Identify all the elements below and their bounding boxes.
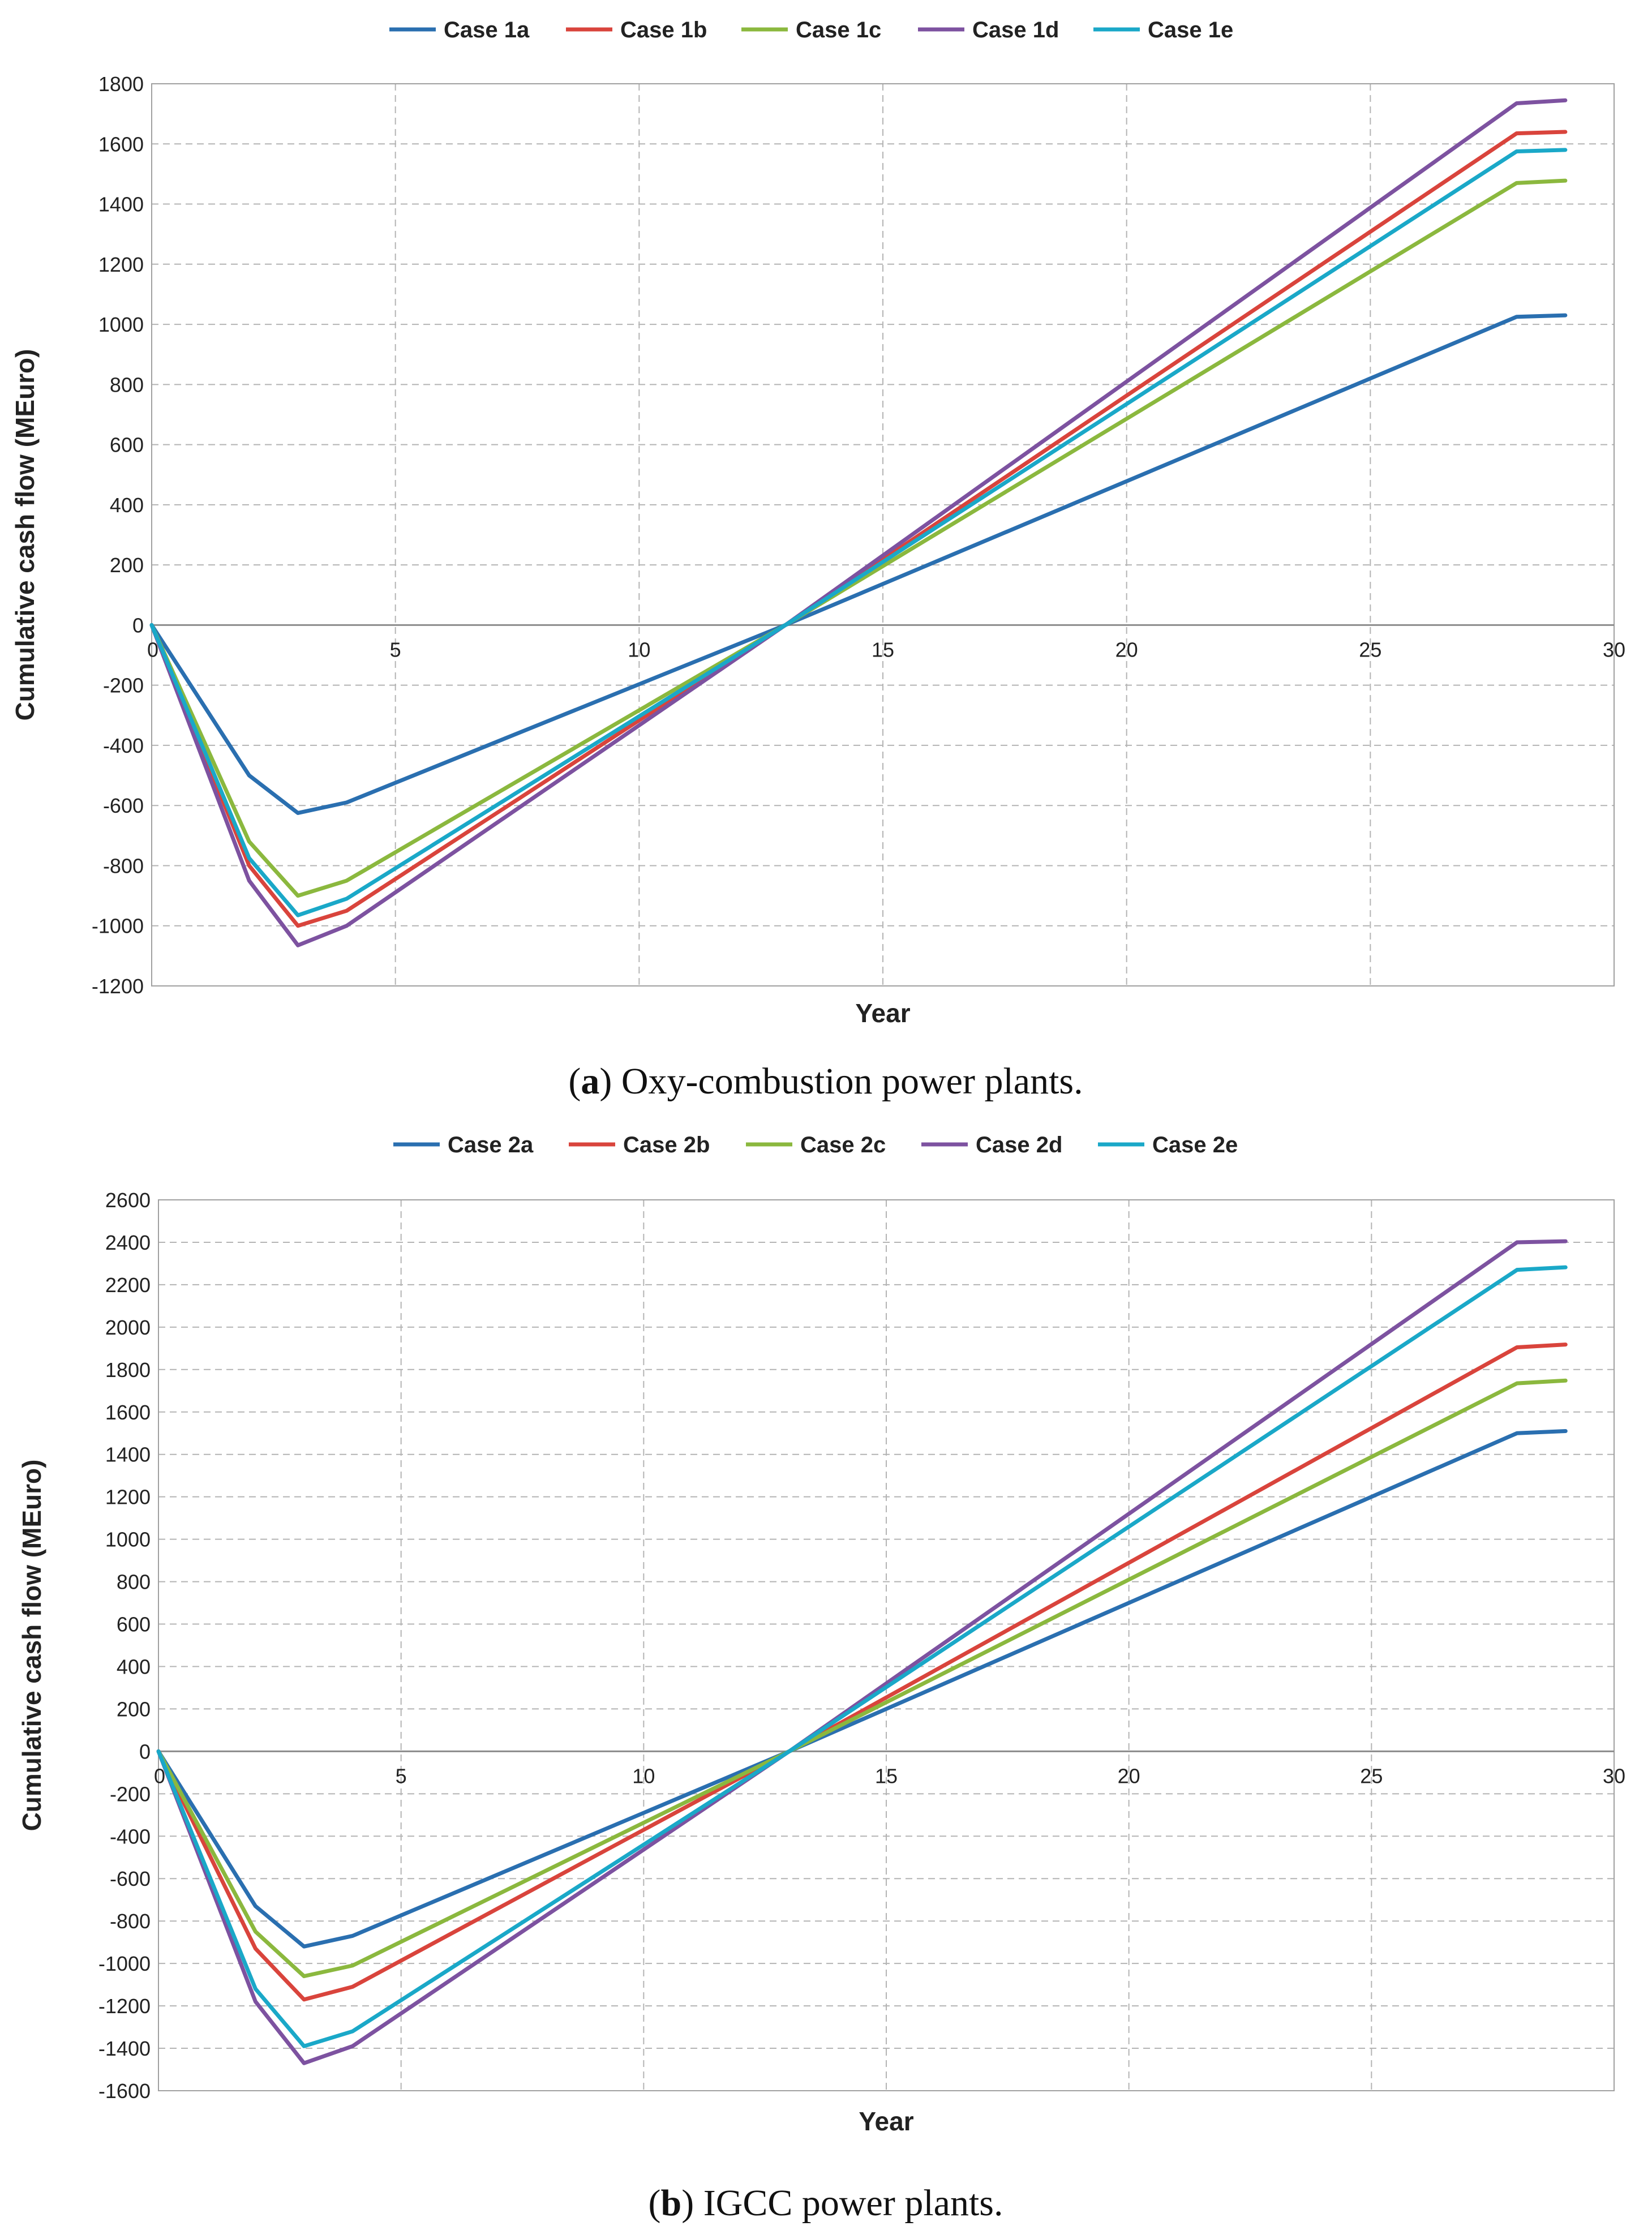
plot-frame <box>151 83 1615 986</box>
y-tick-label: 1200 <box>105 1486 151 1509</box>
panel-caption: (a) Oxy-combustion power plants. <box>568 1061 1083 1102</box>
y-tick-label: 400 <box>110 494 144 517</box>
y-tick-label: -200 <box>110 1782 151 1805</box>
y-tick-label: -1000 <box>92 915 144 938</box>
y-tick-label: 2400 <box>105 1231 151 1254</box>
y-tick-label: -1200 <box>92 975 144 998</box>
y-tick-label: 1600 <box>105 1401 151 1424</box>
y-tick-label: -400 <box>110 1825 151 1848</box>
series-line-case-1b <box>149 130 1568 928</box>
y-tick-label: 200 <box>110 554 144 577</box>
x-tick-label: 0 <box>147 638 158 661</box>
x-tick-label: 30 <box>1603 638 1625 661</box>
caption-text: Oxy-combustion power plants. <box>621 1061 1083 1102</box>
caption-letter: b <box>661 2182 682 2224</box>
y-tick-label: 1200 <box>98 253 144 276</box>
y-tick-label: -1000 <box>98 1952 151 1975</box>
series-line-case-1a <box>149 313 1568 815</box>
series-line-case-1e <box>149 148 1568 917</box>
y-tick-label: 1000 <box>98 313 144 336</box>
y-tick-label: 0 <box>139 1740 151 1763</box>
y-tick-label: 1000 <box>105 1528 151 1551</box>
y-tick-label: 1800 <box>105 1358 151 1382</box>
x-tick-label: 25 <box>1359 638 1381 661</box>
x-tick-label: 20 <box>1115 638 1138 661</box>
y-tick-label: -600 <box>103 794 144 817</box>
caption-close-paren: ) <box>681 2182 703 2224</box>
y-tick-label: -800 <box>103 854 144 877</box>
panel-a-oxy-combustion: -1200-1000-800-600-400-20002004006008001… <box>10 18 1625 1102</box>
y-tick-label: 1600 <box>98 132 144 156</box>
y-tick-label: 2200 <box>105 1273 151 1297</box>
x-tick-label: 25 <box>1360 1764 1383 1787</box>
x-axis-title: Year <box>859 2107 913 2136</box>
panel-b-igcc: -1600-1400-1200-1000-800-600-400-2000200… <box>17 1133 1625 2224</box>
legend-label: Case 1b <box>620 18 707 42</box>
legend-label: Case 2e <box>1152 1133 1238 1157</box>
y-tick-label: 600 <box>117 1613 151 1636</box>
x-tick-label: 15 <box>875 1764 898 1787</box>
panel-caption: (b) IGCC power plants. <box>649 2182 1003 2224</box>
x-tick-label: 20 <box>1118 1764 1140 1787</box>
legend-label: Case 2b <box>623 1133 710 1157</box>
legend-label: Case 1e <box>1148 18 1233 42</box>
y-axis-title: Cumulative cash flow (MEuro) <box>10 349 40 721</box>
y-tick-label: 800 <box>117 1571 151 1594</box>
x-tick-label: 10 <box>632 1764 655 1787</box>
y-tick-label: 200 <box>117 1697 151 1721</box>
legend-label: Case 2c <box>800 1133 886 1157</box>
y-tick-label: 2000 <box>105 1316 151 1339</box>
legend-label: Case 1a <box>444 18 530 42</box>
legend-label: Case 2a <box>448 1133 534 1157</box>
y-tick-label: 0 <box>132 614 144 637</box>
x-tick-label: 10 <box>628 638 650 661</box>
y-tick-label: 1800 <box>98 72 144 96</box>
plot-frame <box>158 1199 1615 2091</box>
caption-text: IGCC power plants. <box>703 2182 1003 2224</box>
series-line-case-2d <box>156 1239 1568 2065</box>
x-tick-label: 30 <box>1603 1764 1625 1787</box>
caption-open-paren: ( <box>568 1061 581 1102</box>
x-tick-label: 0 <box>154 1764 165 1787</box>
legend-label: Case 1c <box>796 18 881 42</box>
legend-label: Case 1d <box>972 18 1059 42</box>
series-line-case-1c <box>149 178 1568 898</box>
y-tick-label: -1400 <box>98 2037 151 2060</box>
series-line-case-2b <box>156 1342 1568 2002</box>
y-tick-label: 800 <box>110 373 144 396</box>
y-tick-label: -200 <box>103 674 144 697</box>
y-tick-label: -1600 <box>98 2079 151 2103</box>
y-tick-label: 1400 <box>105 1443 151 1466</box>
x-tick-label: 5 <box>390 638 401 661</box>
y-tick-label: -1200 <box>98 1994 151 2018</box>
caption-open-paren: ( <box>649 2182 661 2224</box>
x-tick-label: 15 <box>872 638 894 661</box>
caption-letter: a <box>581 1061 599 1102</box>
caption-close-paren: ) <box>599 1061 621 1102</box>
y-tick-label: -800 <box>110 1910 151 1933</box>
y-tick-label: -400 <box>103 734 144 757</box>
x-axis-title: Year <box>855 998 910 1028</box>
y-tick-label: -600 <box>110 1867 151 1890</box>
y-tick-label: 600 <box>110 434 144 457</box>
y-axis-title: Cumulative cash flow (MEuro) <box>17 1460 46 1831</box>
series-line-case-2a <box>156 1429 1568 1949</box>
y-tick-label: 2600 <box>105 1189 151 1212</box>
series-line-case-2e <box>156 1265 1568 2048</box>
series-line-case-1d <box>149 98 1568 947</box>
y-tick-label: 1400 <box>98 193 144 216</box>
series-line-case-2c <box>156 1378 1568 1979</box>
x-tick-label: 5 <box>396 1764 407 1787</box>
y-tick-label: 400 <box>117 1655 151 1678</box>
legend-label: Case 2d <box>976 1133 1062 1157</box>
